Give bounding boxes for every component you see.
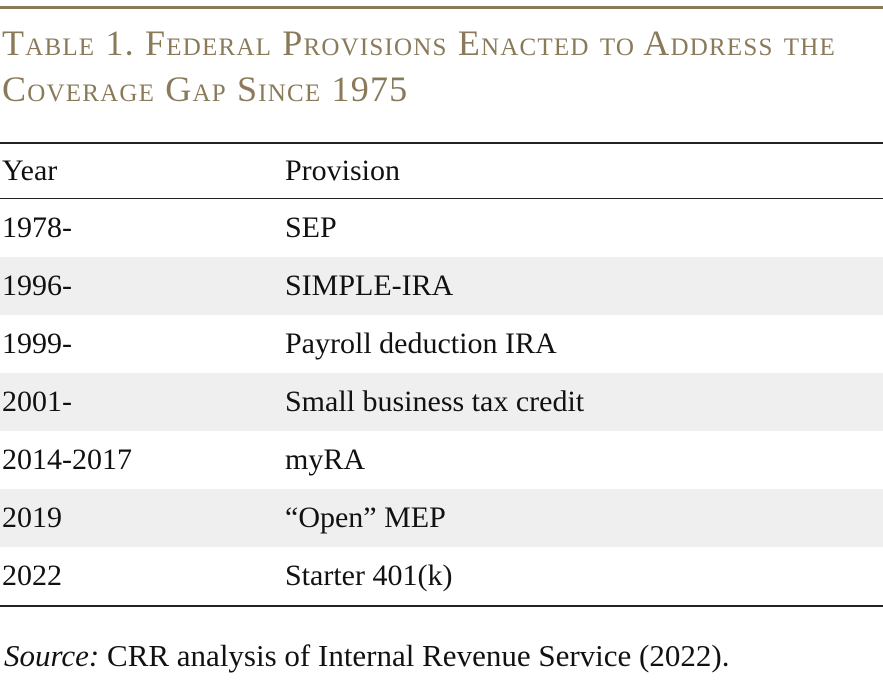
top-rule	[0, 6, 883, 9]
provision-cell: Starter 401(k)	[285, 559, 453, 592]
table-row: 1999- Payroll deduction IRA	[0, 315, 883, 373]
table-header-row: Year Provision	[0, 143, 883, 199]
provision-cell: Small business tax credit	[283, 373, 883, 431]
year-cell: 2001-	[0, 373, 283, 431]
year-cell: 1978-	[2, 211, 72, 244]
source-text: CRR analysis of Internal Revenue Service…	[99, 638, 730, 673]
year-cell: 2019	[0, 489, 283, 547]
table-row: 2022 Starter 401(k)	[0, 547, 883, 606]
provision-cell: myRA	[285, 443, 366, 476]
column-header-year: Year	[0, 143, 283, 199]
year-cell: 2014-2017	[2, 443, 132, 476]
source-label: Source:	[4, 638, 100, 673]
year-cell: 1996-	[0, 257, 283, 315]
table-row: 1996- SIMPLE-IRA	[0, 257, 883, 315]
table-title: Table 1. Federal Provisions Enacted to A…	[2, 23, 836, 109]
table-row: 1978- SEP	[0, 199, 883, 258]
provision-cell: SEP	[285, 211, 337, 244]
column-header-provision: Provision	[283, 143, 883, 199]
table-row: 2019 “Open” MEP	[0, 489, 883, 547]
year-cell: 2022	[2, 559, 62, 592]
provisions-table: Year Provision 1978- SEP 1996- SIMPLE-IR…	[0, 142, 883, 607]
provision-cell: “Open” MEP	[283, 489, 883, 547]
source-note: Source: CRR analysis of Internal Revenue…	[4, 636, 729, 676]
provision-cell: SIMPLE-IRA	[283, 257, 883, 315]
year-cell: 1999-	[2, 327, 72, 360]
table-row: 2001- Small business tax credit	[0, 373, 883, 431]
provision-cell: Payroll deduction IRA	[285, 327, 557, 360]
table-row: 2014-2017 myRA	[0, 431, 883, 489]
